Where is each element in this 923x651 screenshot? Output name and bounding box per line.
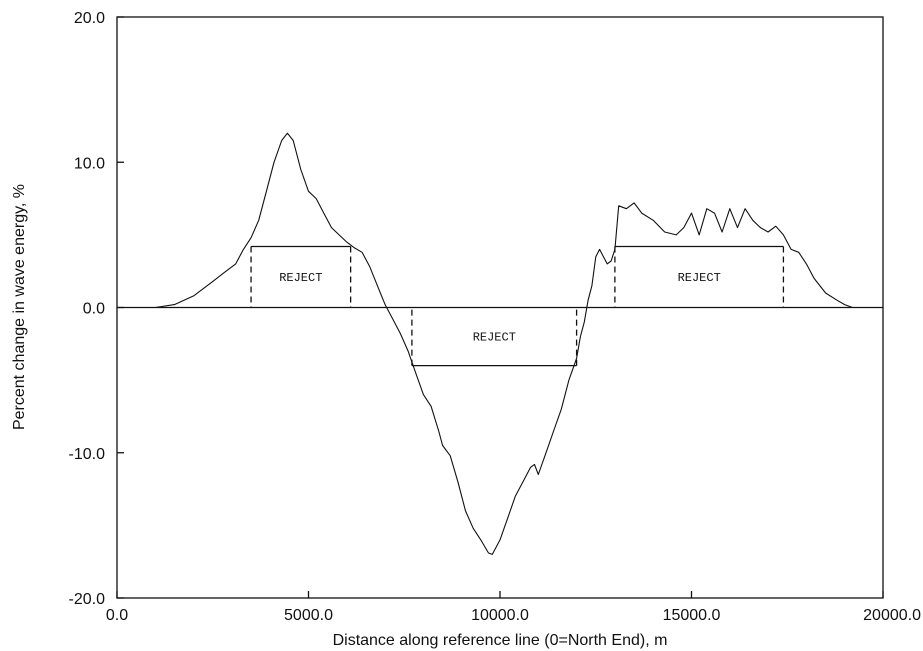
y-tick-label: 20.0 bbox=[74, 10, 105, 27]
reject-label: REJECT bbox=[473, 331, 516, 345]
y-axis-title: Percent change in wave energy, % bbox=[11, 184, 28, 430]
x-axis-title: Distance along reference line (0=North E… bbox=[333, 632, 668, 649]
y-tick-label: 0.0 bbox=[83, 301, 105, 318]
y-tick-label: 10.0 bbox=[74, 155, 105, 172]
x-tick-label: 5000.0 bbox=[284, 607, 333, 624]
plot-area bbox=[117, 132, 883, 555]
x-tick-label: 15000.0 bbox=[663, 607, 721, 624]
series-line-0 bbox=[117, 132, 883, 555]
reject-annotations: REJECT REJECT REJECT bbox=[250, 245, 785, 367]
y-tick-label: -10.0 bbox=[69, 446, 106, 463]
x-tick-label: 10000.0 bbox=[471, 607, 529, 624]
x-tick-label: 0.0 bbox=[106, 607, 128, 624]
axis-ticks: 0.0 5000.0 10000.0 15000.0 20000.0 20.0 10.0 0.… bbox=[69, 10, 922, 624]
reject-label: REJECT bbox=[678, 271, 721, 285]
y-tick-label: -20.0 bbox=[69, 591, 106, 608]
x-tick-label: 20000.0 bbox=[863, 607, 921, 624]
reject-label: REJECT bbox=[279, 271, 322, 285]
plot-frame bbox=[116, 16, 884, 599]
